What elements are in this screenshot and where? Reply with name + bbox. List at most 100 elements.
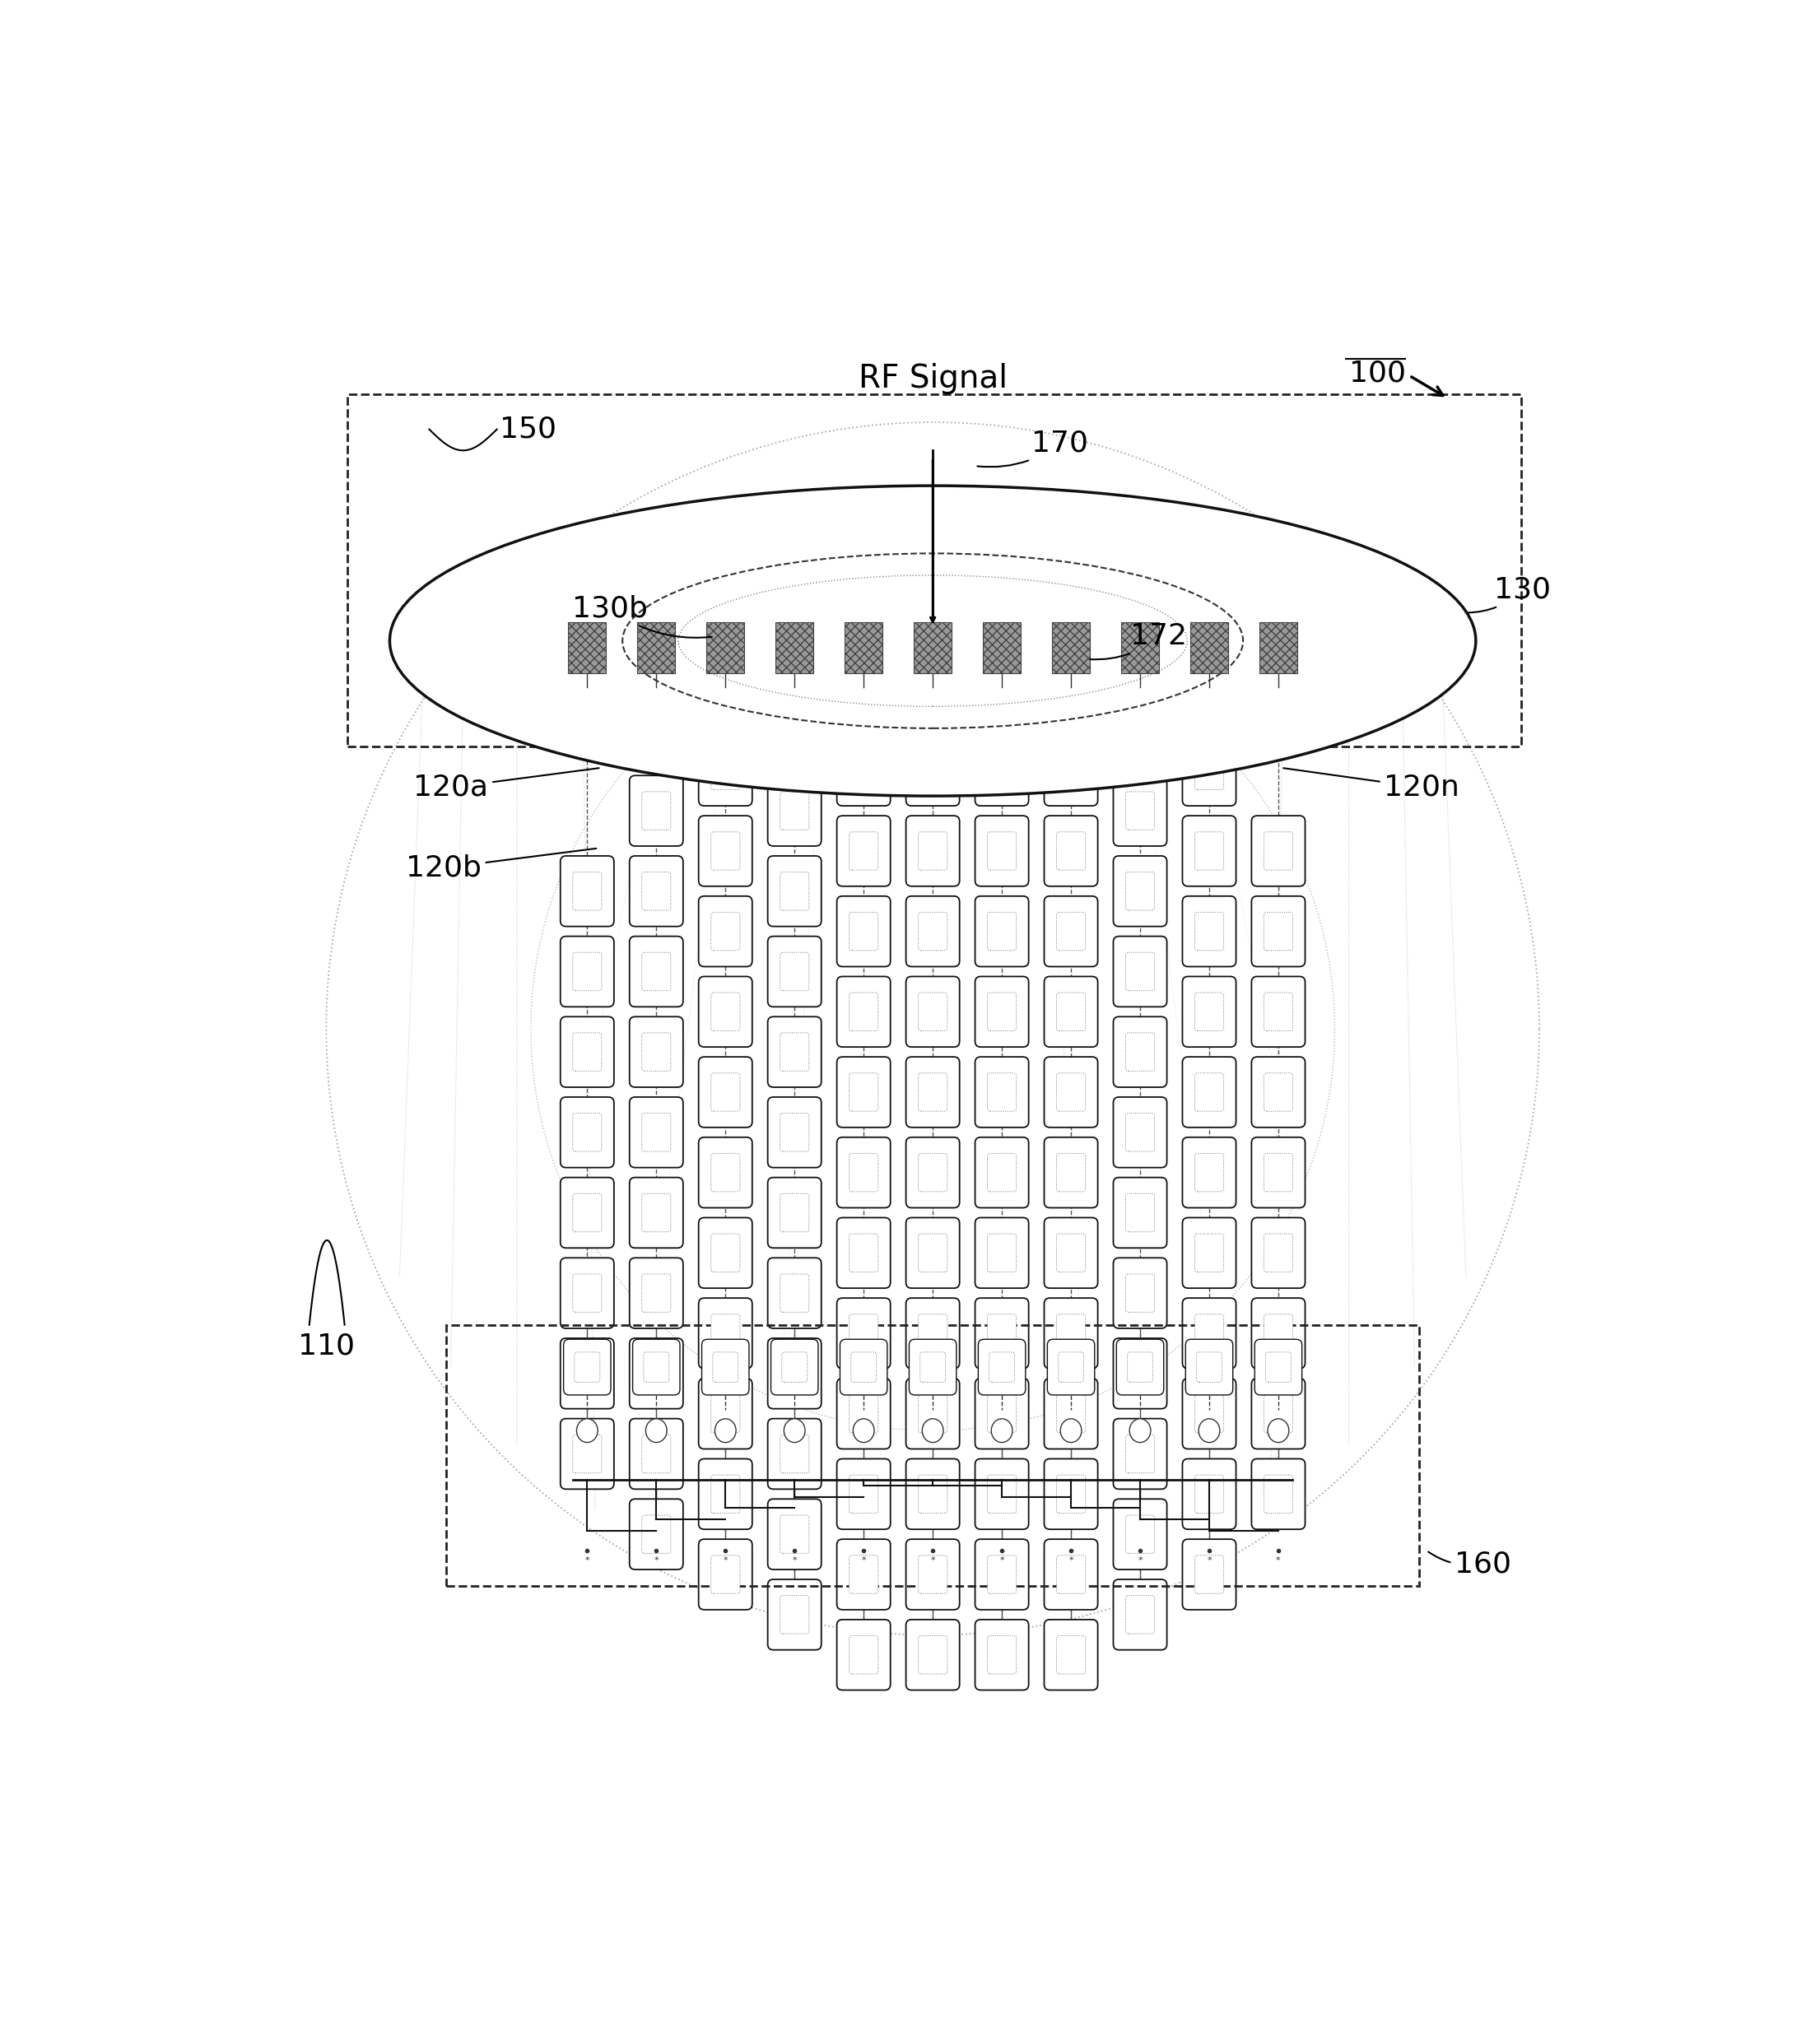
FancyBboxPatch shape xyxy=(1265,1351,1290,1382)
FancyBboxPatch shape xyxy=(1194,1072,1223,1111)
FancyBboxPatch shape xyxy=(630,1499,682,1570)
Text: *: * xyxy=(1068,1556,1074,1564)
FancyBboxPatch shape xyxy=(1125,1515,1154,1554)
FancyBboxPatch shape xyxy=(1263,1315,1292,1353)
FancyBboxPatch shape xyxy=(910,1339,956,1396)
FancyBboxPatch shape xyxy=(1114,1418,1167,1489)
FancyBboxPatch shape xyxy=(1125,1596,1154,1635)
FancyBboxPatch shape xyxy=(1045,734,1097,805)
FancyBboxPatch shape xyxy=(919,1153,946,1192)
FancyBboxPatch shape xyxy=(699,1459,752,1529)
FancyBboxPatch shape xyxy=(1057,993,1085,1032)
FancyBboxPatch shape xyxy=(781,1274,808,1313)
Text: 170: 170 xyxy=(977,429,1088,467)
FancyBboxPatch shape xyxy=(1045,977,1097,1048)
FancyBboxPatch shape xyxy=(1046,1339,1094,1396)
FancyBboxPatch shape xyxy=(1194,1153,1223,1192)
FancyBboxPatch shape xyxy=(1114,1096,1167,1167)
FancyBboxPatch shape xyxy=(1183,1137,1236,1208)
FancyBboxPatch shape xyxy=(850,993,877,1032)
FancyBboxPatch shape xyxy=(1252,1137,1305,1208)
FancyBboxPatch shape xyxy=(768,1499,821,1570)
FancyBboxPatch shape xyxy=(781,1434,808,1473)
FancyBboxPatch shape xyxy=(630,937,682,1007)
FancyBboxPatch shape xyxy=(699,1378,752,1448)
FancyBboxPatch shape xyxy=(642,872,672,910)
FancyBboxPatch shape xyxy=(712,1072,741,1111)
FancyBboxPatch shape xyxy=(906,1540,959,1610)
FancyBboxPatch shape xyxy=(919,1234,946,1272)
FancyBboxPatch shape xyxy=(988,1475,1016,1513)
FancyBboxPatch shape xyxy=(561,1418,613,1489)
FancyBboxPatch shape xyxy=(988,1394,1016,1432)
FancyBboxPatch shape xyxy=(768,1096,821,1167)
FancyBboxPatch shape xyxy=(781,1353,808,1392)
FancyBboxPatch shape xyxy=(642,1034,672,1070)
FancyBboxPatch shape xyxy=(712,912,741,951)
FancyBboxPatch shape xyxy=(1057,751,1085,789)
FancyBboxPatch shape xyxy=(841,1339,888,1396)
FancyBboxPatch shape xyxy=(976,1620,1028,1689)
Text: 150: 150 xyxy=(501,415,557,443)
FancyBboxPatch shape xyxy=(561,1339,613,1408)
FancyBboxPatch shape xyxy=(1125,1194,1154,1232)
FancyBboxPatch shape xyxy=(837,734,890,805)
FancyBboxPatch shape xyxy=(850,1072,877,1111)
FancyBboxPatch shape xyxy=(1252,815,1305,886)
FancyBboxPatch shape xyxy=(1194,1315,1223,1353)
FancyBboxPatch shape xyxy=(699,734,752,805)
FancyBboxPatch shape xyxy=(768,1018,821,1086)
FancyBboxPatch shape xyxy=(1252,896,1305,967)
FancyBboxPatch shape xyxy=(850,912,877,951)
FancyBboxPatch shape xyxy=(630,1339,682,1408)
FancyBboxPatch shape xyxy=(1114,696,1167,765)
Bar xyxy=(568,623,606,674)
Text: *: * xyxy=(792,1556,797,1564)
FancyBboxPatch shape xyxy=(768,1339,821,1408)
FancyBboxPatch shape xyxy=(906,1620,959,1689)
FancyBboxPatch shape xyxy=(561,1096,613,1167)
FancyBboxPatch shape xyxy=(1125,1353,1154,1392)
FancyBboxPatch shape xyxy=(561,856,613,927)
FancyBboxPatch shape xyxy=(768,1177,821,1248)
FancyBboxPatch shape xyxy=(642,1515,672,1554)
FancyBboxPatch shape xyxy=(1114,856,1167,927)
FancyBboxPatch shape xyxy=(573,1194,602,1232)
FancyBboxPatch shape xyxy=(1114,1339,1167,1408)
Text: *: * xyxy=(1276,1556,1281,1564)
FancyBboxPatch shape xyxy=(768,775,821,846)
FancyBboxPatch shape xyxy=(976,1378,1028,1448)
FancyBboxPatch shape xyxy=(1252,1459,1305,1529)
FancyBboxPatch shape xyxy=(1125,1274,1154,1313)
FancyBboxPatch shape xyxy=(781,712,808,749)
FancyBboxPatch shape xyxy=(772,1339,819,1396)
FancyBboxPatch shape xyxy=(642,1353,672,1392)
Text: *: * xyxy=(930,1556,935,1564)
FancyBboxPatch shape xyxy=(1057,912,1085,951)
Ellipse shape xyxy=(1269,1418,1289,1442)
FancyBboxPatch shape xyxy=(906,734,959,805)
Ellipse shape xyxy=(715,1418,735,1442)
FancyBboxPatch shape xyxy=(1263,831,1292,870)
Ellipse shape xyxy=(923,1418,943,1442)
FancyBboxPatch shape xyxy=(768,696,821,765)
FancyBboxPatch shape xyxy=(1196,1351,1221,1382)
FancyBboxPatch shape xyxy=(1114,937,1167,1007)
FancyBboxPatch shape xyxy=(976,1540,1028,1610)
FancyBboxPatch shape xyxy=(906,896,959,967)
FancyBboxPatch shape xyxy=(699,1137,752,1208)
FancyBboxPatch shape xyxy=(712,1556,741,1594)
FancyBboxPatch shape xyxy=(976,1218,1028,1289)
FancyBboxPatch shape xyxy=(988,672,1016,710)
Text: 110: 110 xyxy=(298,1331,355,1359)
FancyBboxPatch shape xyxy=(919,1556,946,1594)
FancyBboxPatch shape xyxy=(1114,1499,1167,1570)
FancyBboxPatch shape xyxy=(919,993,946,1032)
FancyBboxPatch shape xyxy=(1194,1234,1223,1272)
FancyBboxPatch shape xyxy=(630,1096,682,1167)
FancyBboxPatch shape xyxy=(1252,1378,1305,1448)
FancyBboxPatch shape xyxy=(630,1418,682,1489)
FancyBboxPatch shape xyxy=(976,977,1028,1048)
FancyBboxPatch shape xyxy=(921,1351,945,1382)
FancyBboxPatch shape xyxy=(906,1056,959,1127)
